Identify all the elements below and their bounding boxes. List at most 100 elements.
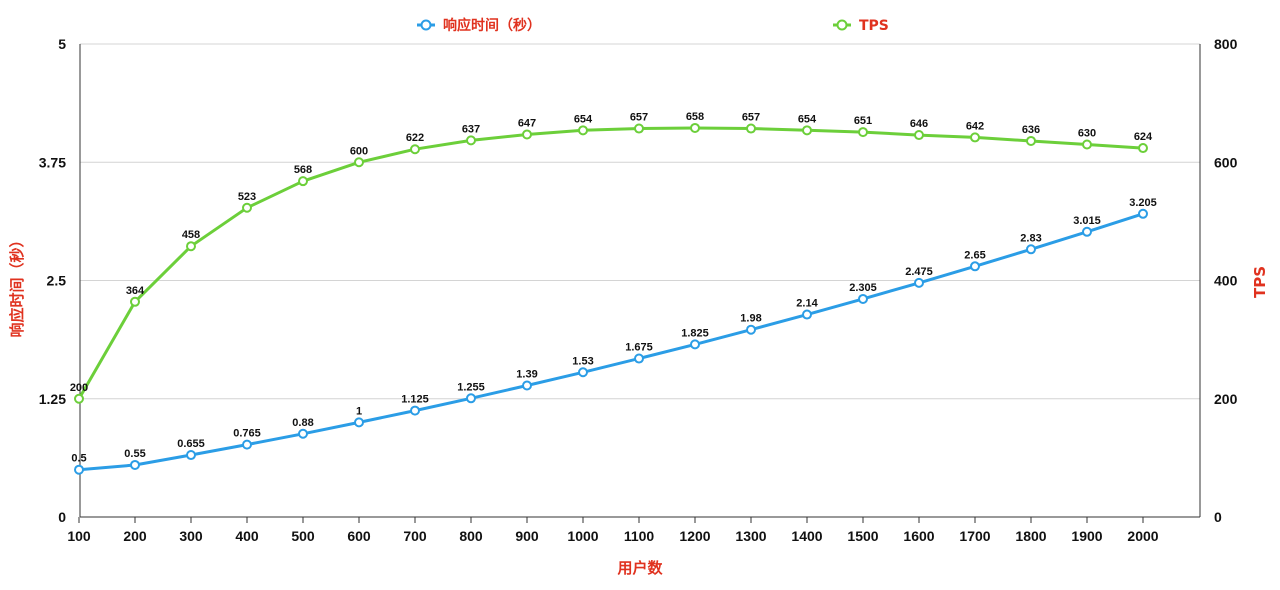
data-point xyxy=(690,122,700,133)
data-label: 1.825 xyxy=(681,327,709,339)
data-point xyxy=(1082,139,1092,150)
axes: 0 0 1.25 200 2.5 400 3.75 600 5 800 100 200 300 400 50… xyxy=(8,36,1269,577)
data-label: 657 xyxy=(742,112,760,124)
data-point xyxy=(130,296,140,307)
x-tick-label: 400 xyxy=(235,528,259,544)
data-point xyxy=(802,309,812,320)
data-point xyxy=(410,144,420,155)
x-tick-label: 600 xyxy=(347,528,371,544)
data-point xyxy=(298,428,308,439)
series-line xyxy=(77,212,1145,472)
data-label: 1.675 xyxy=(625,342,653,354)
y-left-tick-label: 1.25 xyxy=(39,391,66,407)
x-tick-label: 1400 xyxy=(791,528,822,544)
data-point xyxy=(522,380,532,391)
data-label: 624 xyxy=(1134,131,1153,143)
x-tick-label: 1700 xyxy=(959,528,990,544)
data-point xyxy=(858,293,868,304)
data-label: 3.015 xyxy=(1073,215,1101,227)
data-point xyxy=(1138,208,1148,219)
y-right-tick-label: 0 xyxy=(1214,509,1222,525)
data-point xyxy=(242,439,252,450)
data-point xyxy=(746,324,756,335)
x-tick-label: 200 xyxy=(123,528,147,544)
x-tick-label: 1600 xyxy=(903,528,934,544)
data-point xyxy=(242,202,252,213)
gridlines xyxy=(80,43,1200,400)
x-tick-label: 1000 xyxy=(567,528,598,544)
data-point xyxy=(466,135,476,146)
data-label: 1.39 xyxy=(516,369,537,381)
y-right-tick-label: 800 xyxy=(1214,36,1238,52)
data-label: 630 xyxy=(1078,128,1096,140)
data-point xyxy=(354,417,364,428)
x-tick-label: 500 xyxy=(291,528,315,544)
data-label: 658 xyxy=(686,111,704,123)
y-left-tick-label: 2.5 xyxy=(47,273,67,289)
x-tick-label: 900 xyxy=(515,528,539,544)
x-tick-label: 1200 xyxy=(679,528,710,544)
legend: 响应时间（秒） TPS xyxy=(417,17,889,34)
data-point xyxy=(690,339,700,350)
data-label: 1.255 xyxy=(457,381,485,393)
data-point xyxy=(186,241,196,252)
data-label: 2.305 xyxy=(849,282,877,294)
data-point xyxy=(1026,244,1036,255)
legend-label: TPS xyxy=(859,18,889,34)
x-tick-label: 100 xyxy=(67,528,91,544)
legend-marker xyxy=(836,19,848,31)
data-label: 3.205 xyxy=(1129,197,1157,209)
data-label: 646 xyxy=(910,118,928,130)
data-label: 2.83 xyxy=(1020,232,1041,244)
data-point xyxy=(970,261,980,272)
data-point xyxy=(578,125,588,136)
data-point xyxy=(858,127,868,138)
x-tick-label: 1800 xyxy=(1015,528,1046,544)
data-label: 651 xyxy=(854,115,872,127)
data-label: 1.125 xyxy=(401,394,429,406)
x-tick-label: 1100 xyxy=(624,528,655,544)
data-label: 2.14 xyxy=(796,298,818,310)
data-point xyxy=(1138,143,1148,154)
y-right-tick-label: 600 xyxy=(1214,154,1238,170)
data-point xyxy=(1026,135,1036,146)
data-label: 364 xyxy=(126,285,145,297)
x-axis-title: 用户数 xyxy=(617,559,663,577)
data-label: 637 xyxy=(462,123,480,135)
data-point xyxy=(410,405,420,416)
data-label: 0.655 xyxy=(177,438,205,450)
data-label: 0.765 xyxy=(233,428,261,440)
y-right-tick-label: 400 xyxy=(1214,273,1238,289)
data-point xyxy=(578,367,588,378)
data-label: 1.98 xyxy=(740,313,761,325)
y-right-tick-label: 200 xyxy=(1214,391,1238,407)
data-point xyxy=(914,130,924,141)
data-label: 458 xyxy=(182,229,200,241)
legend-marker xyxy=(420,19,432,31)
y-left-tick-label: 5 xyxy=(58,36,66,52)
data-label: 636 xyxy=(1022,124,1040,136)
data-label: 2.65 xyxy=(964,249,985,261)
data-label: 622 xyxy=(406,132,424,144)
data-label: 657 xyxy=(630,112,648,124)
data-label: 1.53 xyxy=(572,355,593,367)
data-label: 0.55 xyxy=(124,448,145,460)
data-point xyxy=(746,123,756,134)
data-label: 647 xyxy=(518,117,536,129)
data-point xyxy=(914,277,924,288)
data-label: 1 xyxy=(356,405,362,417)
data-point xyxy=(130,459,140,470)
x-tick-label: 2000 xyxy=(1127,528,1158,544)
x-tick-label: 300 xyxy=(179,528,203,544)
data-point xyxy=(74,464,84,475)
series-line xyxy=(77,126,1145,401)
data-point xyxy=(466,393,476,404)
data-label: 642 xyxy=(966,120,984,132)
x-tick-label: 1900 xyxy=(1071,528,1102,544)
series xyxy=(74,122,1148,475)
data-point xyxy=(74,393,84,404)
data-label: 600 xyxy=(350,145,368,157)
data-labels: 0.5 0.55 0.655 0.765 0.88 1 1.125 1.255 1.39 1.53… xyxy=(70,111,1157,465)
data-point xyxy=(634,353,644,364)
